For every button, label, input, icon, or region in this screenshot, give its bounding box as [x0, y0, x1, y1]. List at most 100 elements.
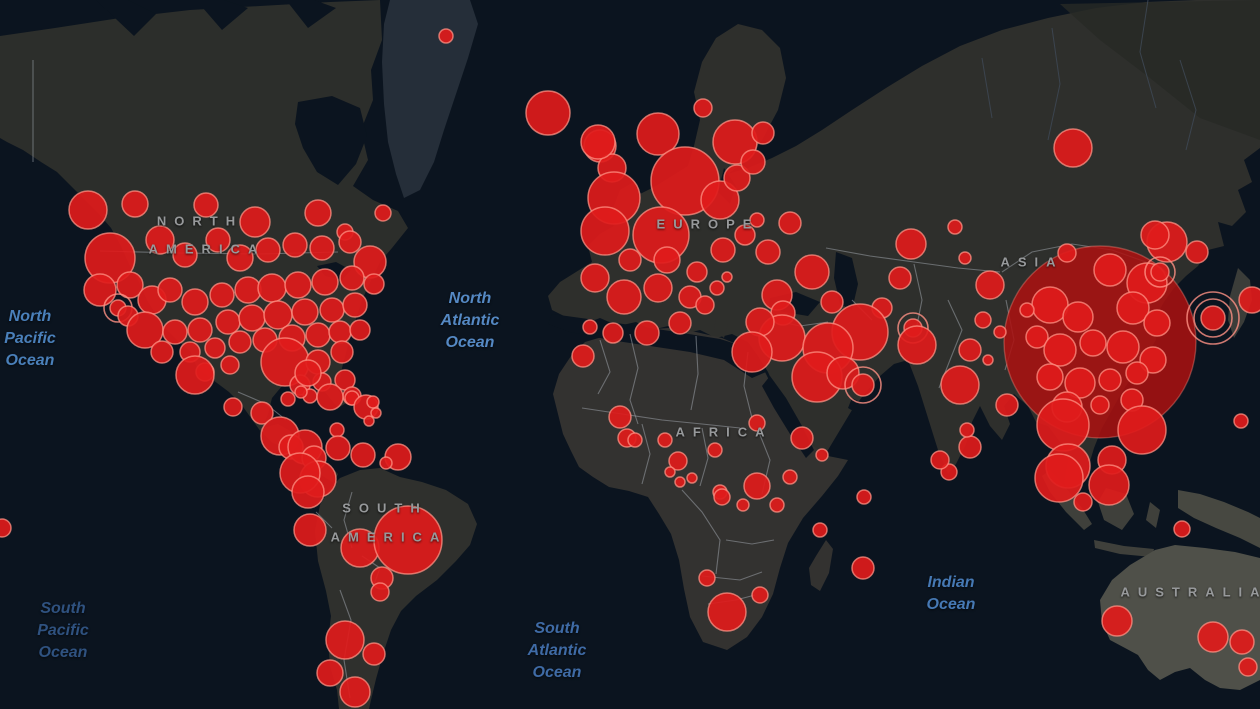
case-marker[interactable]: [634, 320, 660, 346]
case-marker[interactable]: [686, 261, 708, 283]
case-marker[interactable]: [602, 322, 624, 344]
case-marker[interactable]: [749, 212, 765, 228]
case-marker[interactable]: [668, 311, 692, 335]
case-marker[interactable]: [330, 340, 354, 364]
case-marker[interactable]: [1088, 464, 1130, 506]
case-marker[interactable]: [974, 311, 992, 329]
case-marker[interactable]: [223, 397, 243, 417]
case-marker[interactable]: [709, 280, 725, 296]
case-marker[interactable]: [1186, 291, 1240, 345]
case-marker[interactable]: [1229, 629, 1255, 655]
case-marker[interactable]: [305, 322, 331, 348]
case-marker[interactable]: [362, 642, 386, 666]
case-marker[interactable]: [1233, 413, 1249, 429]
case-marker[interactable]: [888, 266, 912, 290]
case-marker[interactable]: [743, 472, 771, 500]
case-marker[interactable]: [316, 659, 344, 687]
case-marker[interactable]: [1064, 367, 1096, 399]
case-marker[interactable]: [284, 271, 312, 299]
case-marker[interactable]: [350, 442, 376, 468]
case-marker[interactable]: [657, 432, 673, 448]
case-marker[interactable]: [1036, 363, 1064, 391]
case-marker[interactable]: [226, 244, 254, 272]
case-marker[interactable]: [606, 279, 642, 315]
case-marker[interactable]: [713, 488, 731, 506]
case-marker[interactable]: [721, 271, 733, 283]
case-marker[interactable]: [856, 489, 872, 505]
case-marker[interactable]: [294, 359, 322, 387]
case-marker[interactable]: [695, 295, 715, 315]
case-marker[interactable]: [374, 204, 392, 222]
case-marker[interactable]: [1025, 325, 1049, 349]
case-marker[interactable]: [293, 513, 327, 547]
case-marker[interactable]: [975, 270, 1005, 300]
case-marker[interactable]: [580, 206, 630, 256]
case-marker[interactable]: [608, 405, 632, 429]
case-marker[interactable]: [0, 518, 12, 538]
case-marker[interactable]: [993, 325, 1007, 339]
case-marker[interactable]: [370, 407, 382, 419]
case-marker[interactable]: [339, 265, 365, 291]
case-marker[interactable]: [734, 224, 756, 246]
case-marker[interactable]: [1143, 309, 1171, 337]
case-marker[interactable]: [820, 290, 844, 314]
case-marker[interactable]: [1093, 253, 1127, 287]
case-marker[interactable]: [618, 248, 642, 272]
case-marker[interactable]: [363, 415, 375, 427]
case-marker[interactable]: [1185, 240, 1209, 264]
case-marker[interactable]: [525, 90, 571, 136]
case-marker[interactable]: [234, 276, 262, 304]
case-marker[interactable]: [1238, 657, 1258, 677]
case-marker[interactable]: [851, 556, 875, 580]
case-marker[interactable]: [328, 320, 352, 344]
case-marker[interactable]: [363, 273, 385, 295]
case-marker[interactable]: [751, 586, 769, 604]
case-marker[interactable]: [740, 149, 766, 175]
case-marker[interactable]: [1019, 302, 1035, 318]
case-marker[interactable]: [571, 344, 595, 368]
case-marker[interactable]: [794, 254, 830, 290]
case-marker[interactable]: [187, 317, 213, 343]
case-marker[interactable]: [282, 232, 308, 258]
case-marker[interactable]: [349, 319, 371, 341]
case-marker[interactable]: [228, 330, 252, 354]
case-marker[interactable]: [693, 98, 713, 118]
case-marker[interactable]: [700, 180, 740, 220]
case-marker[interactable]: [959, 422, 975, 438]
case-marker[interactable]: [958, 251, 972, 265]
case-marker[interactable]: [325, 620, 365, 660]
case-marker[interactable]: [710, 237, 736, 263]
case-marker[interactable]: [1125, 361, 1149, 385]
case-marker[interactable]: [438, 28, 454, 44]
case-marker[interactable]: [319, 297, 345, 323]
case-marker[interactable]: [116, 271, 144, 299]
case-marker[interactable]: [209, 282, 235, 308]
case-marker[interactable]: [674, 476, 686, 488]
case-marker[interactable]: [930, 450, 950, 470]
case-marker[interactable]: [263, 300, 293, 330]
case-marker[interactable]: [175, 355, 215, 395]
case-marker[interactable]: [250, 401, 274, 425]
case-marker[interactable]: [958, 338, 982, 362]
case-marker[interactable]: [707, 442, 723, 458]
case-marker[interactable]: [782, 469, 798, 485]
case-marker[interactable]: [1197, 621, 1229, 653]
case-marker[interactable]: [193, 192, 219, 218]
case-marker[interactable]: [1043, 333, 1077, 367]
case-marker[interactable]: [68, 190, 108, 230]
case-marker[interactable]: [205, 227, 231, 253]
case-marker[interactable]: [1193, 298, 1233, 338]
case-marker[interactable]: [311, 268, 339, 296]
case-marker[interactable]: [172, 242, 198, 268]
case-marker[interactable]: [723, 164, 751, 192]
case-marker[interactable]: [220, 355, 240, 375]
case-marker[interactable]: [157, 277, 183, 303]
case-marker[interactable]: [1106, 330, 1140, 364]
case-marker[interactable]: [844, 366, 882, 404]
case-marker[interactable]: [947, 219, 963, 235]
case-marker[interactable]: [1053, 128, 1093, 168]
case-marker[interactable]: [769, 497, 785, 513]
case-marker[interactable]: [162, 319, 188, 345]
case-marker[interactable]: [668, 451, 688, 471]
